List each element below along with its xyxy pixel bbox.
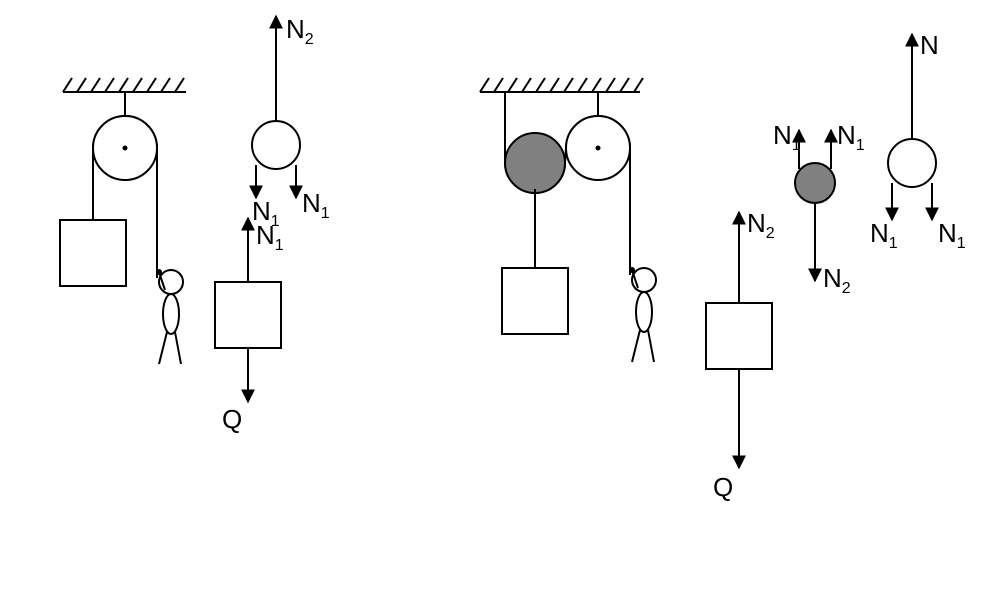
svg-text:N2: N2: [747, 208, 775, 242]
svg-text:N2: N2: [823, 263, 851, 297]
svg-text:Q: Q: [222, 404, 242, 434]
svg-text:N1: N1: [870, 218, 898, 252]
svg-text:N2: N2: [286, 14, 314, 48]
svg-text:Q: Q: [713, 472, 733, 502]
svg-text:N1: N1: [302, 188, 330, 222]
svg-text:N: N: [920, 30, 939, 60]
svg-text:N1: N1: [837, 120, 865, 154]
svg-text:N1: N1: [938, 218, 966, 252]
svg-text:N1: N1: [773, 120, 801, 154]
